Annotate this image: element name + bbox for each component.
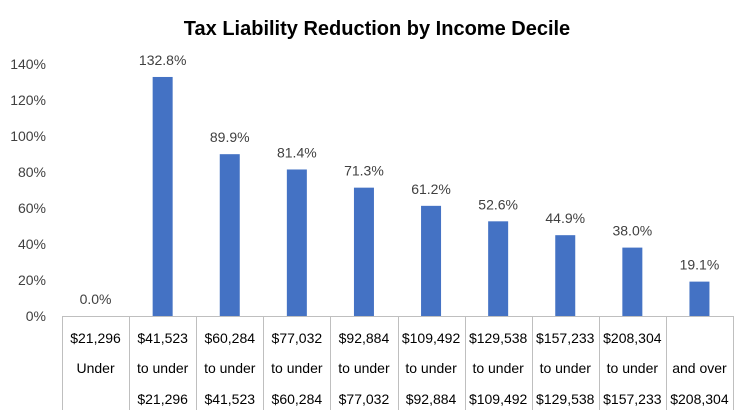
bar: [555, 235, 576, 316]
data-label: 81.4%: [277, 144, 317, 160]
data-label: 38.0%: [612, 223, 652, 239]
category-label: to under: [540, 360, 592, 376]
data-label: 132.8%: [139, 52, 186, 68]
category-label: $21,296: [70, 330, 121, 346]
category-label: to under: [472, 360, 524, 376]
y-tick-label: 40%: [18, 236, 46, 252]
bar: [622, 247, 643, 316]
bars: [152, 76, 710, 317]
y-tick-label: 140%: [10, 56, 46, 72]
data-label: 0.0%: [80, 291, 112, 307]
category-label: to under: [204, 360, 256, 376]
category-axis: [62, 316, 734, 410]
category-label: $129,538: [536, 391, 595, 407]
category-label: Under: [76, 360, 114, 376]
category-label: $92,884: [339, 330, 390, 346]
bar: [219, 154, 240, 316]
category-label: to under: [137, 360, 189, 376]
y-tick-label: 80%: [18, 164, 46, 180]
category-label: $41,523: [204, 391, 255, 407]
category-label: $109,492: [469, 391, 528, 407]
bar: [353, 187, 374, 316]
category-label: to under: [405, 360, 457, 376]
category-label: $60,284: [272, 391, 323, 407]
category-label: to under: [271, 360, 323, 376]
bar: [152, 76, 173, 317]
category-label: $41,523: [137, 330, 188, 346]
data-label: 89.9%: [210, 129, 250, 145]
category-label: $77,032: [339, 391, 390, 407]
category-label: $109,492: [402, 330, 461, 346]
bar: [488, 221, 509, 316]
category-label: $60,284: [204, 330, 255, 346]
category-label: to under: [338, 360, 390, 376]
category-label: $208,304: [670, 391, 729, 407]
category-label: $92,884: [406, 391, 457, 407]
category-label: to under: [607, 360, 659, 376]
y-tick-label: 20%: [18, 272, 46, 288]
category-label: $157,233: [536, 330, 595, 346]
bar: [421, 205, 442, 316]
bar: [689, 281, 710, 316]
y-tick-label: 120%: [10, 92, 46, 108]
y-tick-label: 60%: [18, 200, 46, 216]
data-label: 61.2%: [411, 181, 451, 197]
y-tick-label: 100%: [10, 128, 46, 144]
data-label: 52.6%: [478, 196, 518, 212]
y-tick-label: 0%: [26, 308, 46, 324]
category-label: and over: [672, 360, 727, 376]
bar: [286, 169, 307, 316]
y-axis-ticks: 0% 20% 40% 60% 80% 100% 120% 140%: [10, 56, 46, 324]
category-label: $157,233: [603, 391, 662, 407]
chart-title: Tax Liability Reduction by Income Decile: [184, 18, 570, 40]
category-label: $77,032: [272, 330, 323, 346]
category-label: $208,304: [603, 330, 662, 346]
category-label: $21,296: [137, 391, 188, 407]
data-label: 19.1%: [680, 257, 720, 273]
data-labels: 0.0% 132.8% 89.9% 81.4% 71.3% 61.2% 52.6% 44.9%…: [80, 52, 720, 307]
category-label: $129,538: [469, 330, 528, 346]
category-labels: $21,296 Under $41,523 to under $21,296 $60,28…: [70, 330, 729, 407]
data-label: 44.9%: [545, 210, 585, 226]
data-label: 71.3%: [344, 163, 384, 179]
